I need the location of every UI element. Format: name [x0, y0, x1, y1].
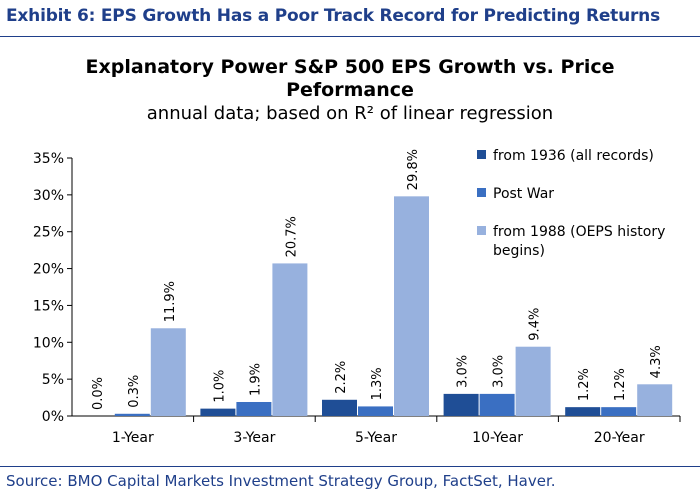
bar-20-year-s1 [565, 407, 601, 416]
bar-20-year-s2 [601, 407, 637, 416]
y-tick-label: 0% [42, 409, 64, 425]
bar-20-year-s3 [637, 384, 673, 416]
legend-swatch [477, 150, 486, 159]
bar-1-year-s2 [114, 413, 150, 416]
legend-label: from 1988 (OEPS history [493, 224, 665, 240]
legend-label: begins) [493, 243, 545, 259]
x-tick-label: 3-Year [233, 430, 275, 446]
data-label: 3.0% [456, 355, 471, 388]
top-divider [0, 36, 700, 37]
bar-3-year-s3 [272, 263, 308, 416]
chart-title-line-1: Explanatory Power S&P 500 EPS Growth vs.… [85, 56, 615, 78]
data-label: 1.2% [577, 368, 592, 401]
data-label: 1.2% [613, 368, 628, 401]
chart-title-line-2: Peformance [286, 79, 414, 101]
data-label: 20.7% [284, 216, 299, 257]
bar-5-year-s1 [322, 399, 357, 416]
y-tick-label: 30% [33, 188, 64, 204]
legend-label: from 1936 (all records) [493, 148, 654, 164]
data-label: 3.0% [492, 355, 507, 388]
data-label: 11.9% [163, 281, 178, 322]
x-tick-label: 1-Year [112, 430, 154, 446]
data-label: 2.2% [334, 361, 349, 394]
bar-10-year-s2 [479, 393, 515, 416]
x-tick-label: 5-Year [355, 430, 397, 446]
y-tick-label: 35% [33, 151, 64, 167]
bar-10-year-s3 [515, 346, 551, 416]
data-label: 29.8% [406, 149, 421, 190]
y-tick-label: 15% [33, 298, 64, 314]
data-label: 0.0% [91, 377, 106, 410]
x-tick-label: 20-Year [594, 430, 645, 446]
legend-label: Post War [493, 186, 554, 202]
bar-1-year-s3 [150, 328, 186, 416]
bar-10-year-s1 [443, 393, 479, 416]
bottom-divider [0, 466, 700, 467]
chart-subtitle: annual data; based on R² of linear regre… [146, 103, 554, 124]
bar-3-year-s1 [200, 408, 236, 416]
data-label: 4.3% [649, 345, 664, 378]
y-tick-label: 25% [33, 225, 64, 241]
bar-3-year-s2 [236, 401, 272, 416]
data-label: 1.0% [212, 370, 227, 403]
y-tick-label: 20% [33, 262, 64, 278]
x-tick-label: 10-Year [472, 430, 523, 446]
data-label: 1.9% [248, 363, 263, 396]
legend-swatch [477, 188, 486, 197]
bar-5-year-s2 [358, 406, 393, 416]
y-tick-label: 5% [42, 372, 64, 388]
y-tick-label: 10% [33, 335, 64, 351]
exhibit-title: Exhibit 6: EPS Growth Has a Poor Track R… [6, 6, 660, 26]
source-note: Source: BMO Capital Markets Investment S… [6, 472, 556, 490]
data-label: 9.4% [528, 308, 543, 341]
legend-swatch [477, 226, 486, 235]
bar-5-year-s3 [394, 196, 429, 416]
data-label: 0.3% [127, 375, 142, 408]
data-label: 1.3% [370, 367, 385, 400]
